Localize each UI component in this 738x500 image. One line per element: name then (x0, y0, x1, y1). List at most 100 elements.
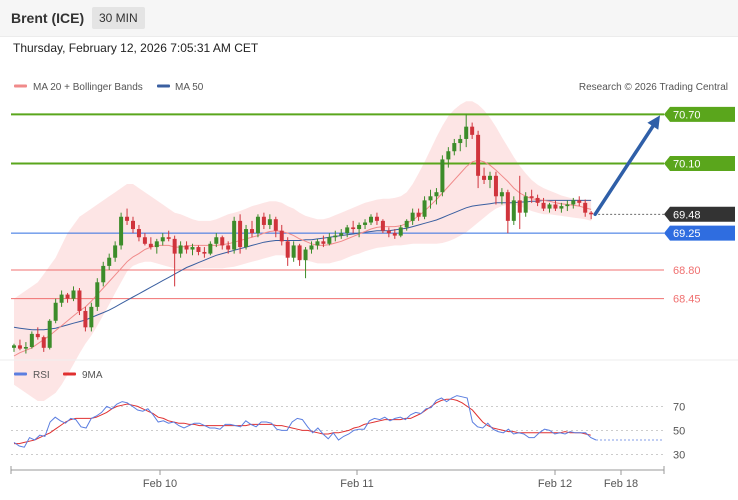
level-tag-70.70: 70.70 (673, 109, 701, 121)
candle-body (452, 143, 457, 152)
candle (488, 171, 492, 189)
candle (482, 167, 487, 184)
candle-body (23, 346, 28, 349)
candle-body (339, 233, 344, 236)
candle-body (255, 216, 260, 234)
candle (416, 208, 421, 221)
candle-body (499, 192, 504, 197)
candle-body (190, 247, 195, 250)
candle (392, 229, 397, 239)
candle-body (83, 310, 88, 328)
instrument-title: Brent (ICE) (11, 10, 85, 26)
candle (101, 261, 106, 287)
candle-body (553, 204, 558, 209)
x-label-Feb 10: Feb 10 (143, 478, 177, 490)
candle-body (244, 229, 249, 248)
candle-body (440, 159, 445, 193)
candle-body (273, 219, 278, 231)
level-tag-69.25-bg (664, 225, 735, 241)
candle (273, 216, 278, 238)
ma20-line (13, 159, 592, 357)
candle (250, 220, 254, 238)
candle (422, 196, 427, 220)
candle-body (172, 238, 177, 254)
candle (535, 194, 540, 207)
candle-body (29, 333, 34, 347)
candle (29, 331, 34, 349)
candle (380, 219, 385, 234)
candle (244, 224, 249, 250)
candle (434, 188, 439, 205)
last-price-tag-bg (664, 206, 735, 222)
candle-body (517, 200, 522, 213)
candle (559, 202, 564, 213)
candle-body (53, 302, 58, 321)
price-tags: 70.70 70.10 69.25 68.80 68.45 69.48 (664, 106, 735, 306)
candle (410, 208, 415, 225)
candle (339, 229, 344, 239)
candle-body (160, 237, 165, 242)
candle (571, 197, 576, 209)
rsi-line (13, 395, 597, 448)
candle (47, 319, 52, 350)
candle (214, 233, 219, 248)
candle-body (559, 206, 564, 209)
candle-body (410, 212, 415, 221)
candle-body (101, 265, 106, 283)
ma50-legend-swatch (157, 84, 170, 88)
candle-body (226, 245, 231, 250)
candle-body (184, 245, 189, 250)
candle-body (511, 200, 516, 221)
candle-body (279, 230, 284, 242)
candle-body (547, 204, 552, 209)
candle (166, 230, 171, 242)
candle (184, 241, 189, 254)
interval-selector[interactable]: 30 MIN (92, 7, 145, 29)
candle-body (250, 229, 254, 234)
candle (148, 237, 153, 250)
candle-body (488, 175, 492, 180)
candle (589, 211, 594, 220)
candle (553, 200, 558, 212)
candle-body (285, 241, 290, 258)
candle (238, 214, 243, 254)
candle (202, 247, 207, 258)
copyright-text: Research © 2026 Trading Central (579, 82, 728, 93)
candle-body (17, 345, 22, 349)
ma20-bollinger-legend-swatch (14, 84, 27, 88)
candle-body (380, 220, 385, 231)
candle-body (351, 227, 356, 230)
candle (172, 235, 177, 287)
candle-body (166, 237, 171, 239)
candle-body (565, 204, 570, 207)
candle-body (148, 243, 153, 248)
candle (65, 292, 70, 303)
x-label-Feb 18: Feb 18 (604, 478, 638, 490)
candle (232, 216, 237, 254)
candle-body (142, 237, 147, 244)
candle-body (398, 227, 403, 236)
candle-body (589, 212, 594, 215)
candle-body (303, 249, 308, 261)
candle-body (333, 235, 338, 238)
candle-body (392, 233, 397, 236)
rsi-legend: RSI 9MA (14, 370, 103, 381)
candle (267, 214, 272, 230)
candle-body (196, 247, 201, 252)
x-axis-labels: Feb 10 Feb 11 Feb 12 Feb 18 (10, 466, 665, 490)
candle (309, 241, 314, 254)
candle (303, 247, 308, 279)
candle-body (404, 220, 409, 228)
candle (321, 235, 326, 248)
candle-body (476, 134, 481, 176)
candle-body (208, 243, 213, 254)
candle-body (541, 202, 546, 209)
candle (125, 208, 130, 225)
candle (154, 238, 159, 254)
candle (12, 343, 16, 352)
toolbar: Brent (ICE) 30 MIN (0, 0, 738, 37)
candlesticks (12, 114, 594, 354)
candle-body (220, 237, 225, 246)
candle (446, 147, 451, 168)
